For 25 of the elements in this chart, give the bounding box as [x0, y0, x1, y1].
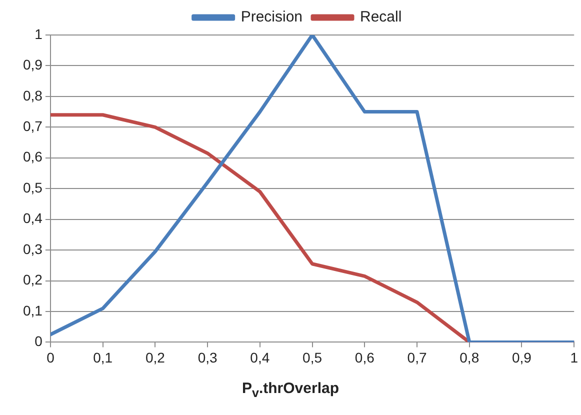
legend-label: Recall — [360, 8, 402, 26]
x-tick-label: 0,2 — [145, 349, 166, 366]
y-tick-label: 0,9 — [22, 56, 43, 73]
y-tick-label: 1 — [34, 26, 43, 42]
y-tick-label: 0,5 — [22, 179, 43, 196]
y-tick-label: 0,4 — [22, 210, 43, 226]
legend-label: Precision — [240, 8, 303, 26]
x-tick-label: 0,7 — [407, 349, 427, 366]
x-tick-label: 0,1 — [93, 349, 113, 366]
x-tick-label: 0,8 — [460, 349, 480, 366]
x-axis-title: P$_{v}$.thrOverlap — [241, 380, 340, 400]
y-tick-label: 0,1 — [22, 302, 43, 318]
y-tick-label: 0,6 — [22, 148, 43, 165]
x-tick-label: 0,3 — [198, 349, 218, 366]
x-tick-label: 1 — [570, 349, 578, 366]
y-tick-label: 0,7 — [22, 118, 43, 134]
y-tick-label: 0,2 — [22, 272, 43, 288]
y-tick-label: 0,8 — [22, 87, 43, 104]
y-tick-label: 0,3 — [22, 240, 43, 257]
y-tick-label: 0 — [34, 333, 43, 350]
x-tick-label: 0,6 — [354, 349, 375, 366]
x-tick-label: 0 — [46, 349, 55, 366]
x-tick-label: 0,9 — [512, 349, 532, 366]
x-tick-label: 0,4 — [250, 349, 270, 366]
x-tick-label: 0,5 — [302, 349, 322, 366]
